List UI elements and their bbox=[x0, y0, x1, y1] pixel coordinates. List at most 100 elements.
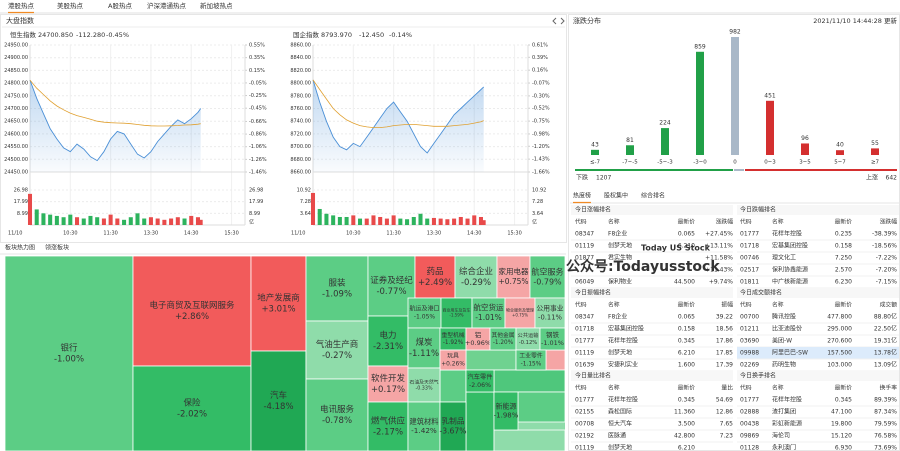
stock-name[interactable]: 渣打集团 bbox=[772, 408, 796, 416]
stock-code[interactable]: 01877 bbox=[575, 255, 594, 262]
stock-code[interactable]: 01777 bbox=[740, 397, 759, 404]
heatmap-tile[interactable] bbox=[132, 255, 252, 367]
stock-name[interactable]: 花样年控股 bbox=[772, 230, 802, 238]
stock-code[interactable]: 01777 bbox=[740, 231, 759, 238]
heatmap-tile[interactable] bbox=[407, 367, 441, 403]
heatmap-tile[interactable] bbox=[504, 297, 536, 329]
heatmap-tile[interactable] bbox=[489, 327, 517, 351]
heatmap-tile[interactable] bbox=[439, 349, 467, 371]
stock-code[interactable]: 01211 bbox=[740, 326, 759, 333]
stock-code[interactable]: 01718 bbox=[740, 243, 759, 250]
stock-name[interactable]: 医脉通 bbox=[608, 432, 626, 440]
stock-name[interactable]: F8企业 bbox=[608, 230, 627, 238]
ranking-tab[interactable]: 热度榜 bbox=[573, 192, 591, 200]
stock-code[interactable]: 08347 bbox=[575, 231, 594, 238]
nav-tab[interactable]: A股热点 bbox=[108, 1, 132, 10]
heatmap-tile[interactable] bbox=[132, 365, 252, 451]
stock-code[interactable]: 01119 bbox=[575, 445, 594, 451]
stock-code[interactable]: 01777 bbox=[575, 338, 594, 345]
stock-name[interactable]: 君实生物 bbox=[608, 254, 632, 262]
stock-name[interactable]: 花样年控股 bbox=[608, 396, 638, 404]
ranking-tab[interactable]: 综合排名 bbox=[641, 192, 665, 200]
heatmap-tile[interactable] bbox=[534, 297, 566, 329]
heatmap-tile[interactable] bbox=[367, 401, 409, 451]
heatmap-tile[interactable] bbox=[515, 349, 547, 371]
stock-code[interactable]: 01639 bbox=[575, 362, 594, 369]
heatmap-tile[interactable] bbox=[305, 255, 369, 322]
stock-code[interactable]: 02517 bbox=[740, 267, 759, 274]
stock-name[interactable]: 安捷利实业 bbox=[608, 361, 638, 369]
stock-name[interactable]: 恒大汽车 bbox=[608, 420, 632, 428]
nav-tab[interactable]: 港股热点 bbox=[8, 1, 35, 10]
bar bbox=[731, 37, 739, 155]
stock-code[interactable]: 01811 bbox=[740, 279, 759, 286]
stock-name[interactable]: 药明生物 bbox=[772, 361, 796, 369]
stock-code[interactable]: 02155 bbox=[575, 409, 594, 416]
heatmap-tile[interactable] bbox=[529, 255, 566, 299]
heatmap-tile[interactable] bbox=[439, 327, 467, 351]
nav-tab[interactable]: 沪深港通热点 bbox=[147, 1, 187, 10]
heatmap-tile[interactable] bbox=[407, 327, 441, 369]
stock-code[interactable]: 08347 bbox=[575, 314, 594, 321]
stock-name[interactable]: 彩虹新能源 bbox=[772, 420, 802, 428]
stock-code[interactable]: 02888 bbox=[740, 409, 759, 416]
stock-code[interactable]: 01777 bbox=[575, 397, 594, 404]
heatmap-tile[interactable] bbox=[407, 297, 442, 329]
stock-code[interactable]: 01128 bbox=[740, 445, 759, 451]
stock-code[interactable]: 00746 bbox=[740, 255, 759, 262]
stock-name[interactable]: 理文化工 bbox=[772, 254, 796, 262]
ranking-tab[interactable]: 股权集中 bbox=[604, 192, 628, 200]
heatmap-tile[interactable] bbox=[250, 255, 307, 352]
stock-name[interactable]: 永利澳门 bbox=[772, 444, 796, 451]
heatmap-tab[interactable]: 板块热力图 bbox=[5, 244, 35, 252]
stock-code[interactable]: 01718 bbox=[575, 326, 594, 333]
stock-name[interactable]: 宏基集团控股 bbox=[772, 242, 808, 250]
heatmap-tile[interactable] bbox=[414, 255, 456, 299]
nav-tab[interactable]: 新加坡热点 bbox=[200, 1, 233, 10]
nav-tab[interactable]: 美股热点 bbox=[57, 1, 84, 10]
heatmap-tile[interactable] bbox=[367, 365, 409, 403]
heatmap-tab[interactable]: 领涨板块 bbox=[45, 244, 69, 252]
stock-code[interactable]: 00708 bbox=[575, 421, 594, 428]
stock-code[interactable]: 01119 bbox=[575, 243, 594, 250]
heatmap-tile[interactable] bbox=[493, 391, 519, 431]
stock-name[interactable]: 阿里巴巴-SW bbox=[772, 349, 808, 357]
stock-code[interactable]: 00438 bbox=[740, 421, 759, 428]
stock-code[interactable]: 02192 bbox=[575, 433, 594, 440]
stock-code[interactable]: 03690 bbox=[740, 338, 759, 345]
heatmap-tile[interactable] bbox=[407, 401, 441, 451]
heatmap-tile[interactable] bbox=[465, 369, 495, 393]
stock-name[interactable]: 美团-W bbox=[772, 337, 792, 345]
heatmap-tile[interactable] bbox=[454, 255, 498, 299]
heatmap-tile[interactable] bbox=[305, 378, 369, 451]
stock-code[interactable]: 00700 bbox=[740, 314, 759, 321]
stock-name[interactable]: 花样年控股 bbox=[608, 337, 638, 345]
stock-code[interactable]: 09869 bbox=[740, 433, 759, 440]
heatmap-tile[interactable] bbox=[539, 327, 566, 351]
prev-arrow[interactable] bbox=[552, 17, 557, 25]
stock-name[interactable]: 宏基集团控股 bbox=[608, 325, 644, 333]
heatmap-tile[interactable] bbox=[367, 315, 409, 367]
stock-name[interactable]: 森松国际 bbox=[608, 408, 632, 416]
stock-name[interactable]: F8企业 bbox=[608, 313, 627, 321]
stock-name[interactable]: 海伦司 bbox=[772, 432, 790, 440]
heatmap-tile[interactable] bbox=[4, 255, 134, 451]
stock-name[interactable]: 花样年控股 bbox=[772, 396, 802, 404]
stock-name[interactable]: 保利物业 bbox=[608, 278, 632, 286]
stock-name[interactable]: 创梦天地 bbox=[608, 444, 632, 451]
next-arrow[interactable] bbox=[560, 17, 565, 25]
stock-name[interactable]: 创梦天地 bbox=[608, 349, 632, 357]
heatmap-tile[interactable] bbox=[439, 401, 467, 451]
heatmap-tile[interactable] bbox=[250, 350, 307, 451]
stock-name[interactable]: 保利协鑫能源 bbox=[772, 266, 808, 274]
stock-name[interactable]: 创梦天地 bbox=[608, 242, 632, 250]
stock-code[interactable]: 09988 bbox=[740, 350, 759, 357]
stock-code[interactable]: 02269 bbox=[740, 362, 759, 369]
stock-code[interactable]: 06049 bbox=[575, 279, 594, 286]
stock-name[interactable]: 腾讯控股 bbox=[772, 313, 796, 321]
stock-code[interactable]: 01119 bbox=[575, 350, 594, 357]
heatmap-tile[interactable] bbox=[305, 320, 369, 380]
stock-name[interactable]: 比亚迪股份 bbox=[772, 325, 802, 333]
stock-name[interactable]: 中广核新能源 bbox=[772, 278, 808, 286]
heatmap-tile[interactable] bbox=[367, 255, 416, 317]
